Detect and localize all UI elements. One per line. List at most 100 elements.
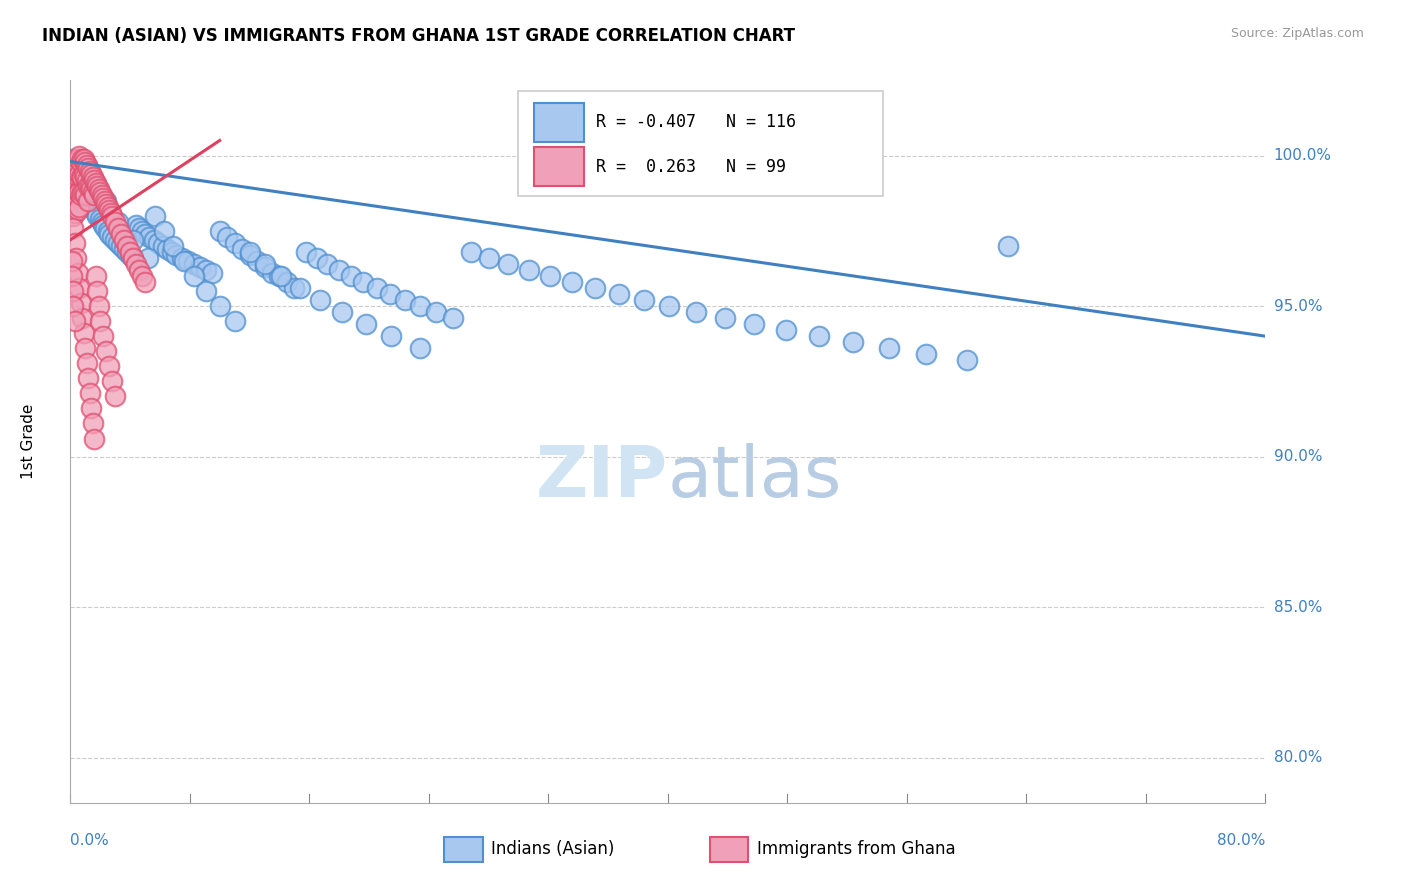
Point <box>128 220 150 235</box>
Point <box>208 224 231 238</box>
Point <box>67 148 90 162</box>
Point <box>62 220 84 235</box>
Point <box>62 161 84 175</box>
Point <box>97 224 120 238</box>
Point <box>67 281 90 295</box>
Point <box>89 314 111 328</box>
Point <box>107 235 129 250</box>
Text: atlas: atlas <box>668 443 842 512</box>
Point <box>90 187 112 202</box>
Point <box>84 176 107 190</box>
Point <box>79 386 101 401</box>
Point <box>62 194 84 208</box>
Point <box>231 242 253 256</box>
Point <box>73 326 96 341</box>
Point <box>131 268 153 283</box>
Point <box>120 248 141 262</box>
Point <box>65 154 87 169</box>
Point <box>134 227 156 241</box>
Point <box>62 299 84 313</box>
Point <box>112 233 135 247</box>
Point <box>70 169 93 184</box>
Point <box>104 389 127 403</box>
Point <box>63 158 86 172</box>
Point <box>260 266 283 280</box>
Point <box>86 209 108 223</box>
Text: Immigrants from Ghana: Immigrants from Ghana <box>758 840 956 858</box>
Point <box>328 263 350 277</box>
Point <box>713 311 735 326</box>
Point <box>409 299 432 313</box>
Point <box>101 230 124 244</box>
Point <box>122 251 145 265</box>
Point <box>62 284 84 298</box>
Point <box>380 329 402 343</box>
Point <box>239 248 262 262</box>
Point <box>65 154 87 169</box>
Point <box>165 248 187 262</box>
Point <box>63 314 86 328</box>
Point <box>66 169 89 184</box>
Point <box>195 263 218 277</box>
Point <box>63 235 86 250</box>
FancyBboxPatch shape <box>534 147 585 186</box>
Point <box>65 172 87 186</box>
Point <box>66 161 89 175</box>
Point <box>460 244 482 259</box>
Point <box>83 172 105 186</box>
Point <box>96 194 118 208</box>
Point <box>101 209 124 223</box>
Point <box>101 374 124 388</box>
Point <box>90 215 112 229</box>
Point <box>98 202 121 217</box>
Point <box>183 268 205 283</box>
Point <box>173 254 195 268</box>
Point <box>607 287 630 301</box>
Point <box>107 215 129 229</box>
Point <box>270 268 292 283</box>
Point <box>65 187 87 202</box>
Point <box>77 371 100 385</box>
Point <box>100 206 122 220</box>
Point <box>80 401 103 416</box>
Point <box>69 172 91 186</box>
Point <box>538 268 561 283</box>
Point <box>76 185 98 199</box>
Point <box>75 187 97 202</box>
Text: 100.0%: 100.0% <box>1274 148 1331 163</box>
Point <box>73 167 96 181</box>
Point <box>276 275 298 289</box>
Point <box>77 194 100 208</box>
Point <box>915 347 938 361</box>
Point <box>82 200 104 214</box>
Point <box>69 169 91 184</box>
Point <box>87 181 110 195</box>
Point <box>409 341 432 355</box>
Point <box>352 275 374 289</box>
Point <box>62 152 84 166</box>
Point <box>73 152 96 166</box>
Point <box>269 268 291 283</box>
Point <box>685 305 707 319</box>
Point <box>956 353 979 368</box>
Point <box>98 227 121 241</box>
Point <box>91 329 114 343</box>
Point <box>66 185 89 199</box>
Point <box>73 185 96 199</box>
Point <box>79 163 101 178</box>
Point <box>93 194 115 208</box>
Point <box>77 191 100 205</box>
Point <box>76 158 98 172</box>
Point <box>143 233 166 247</box>
Point <box>842 335 865 350</box>
Point <box>87 299 110 313</box>
Point <box>69 154 91 169</box>
Point <box>394 293 416 307</box>
Point <box>877 341 900 355</box>
Point <box>131 224 153 238</box>
Point <box>77 161 100 175</box>
Point <box>136 251 159 265</box>
Point <box>104 215 127 229</box>
Point <box>224 314 246 328</box>
Point <box>67 200 90 214</box>
